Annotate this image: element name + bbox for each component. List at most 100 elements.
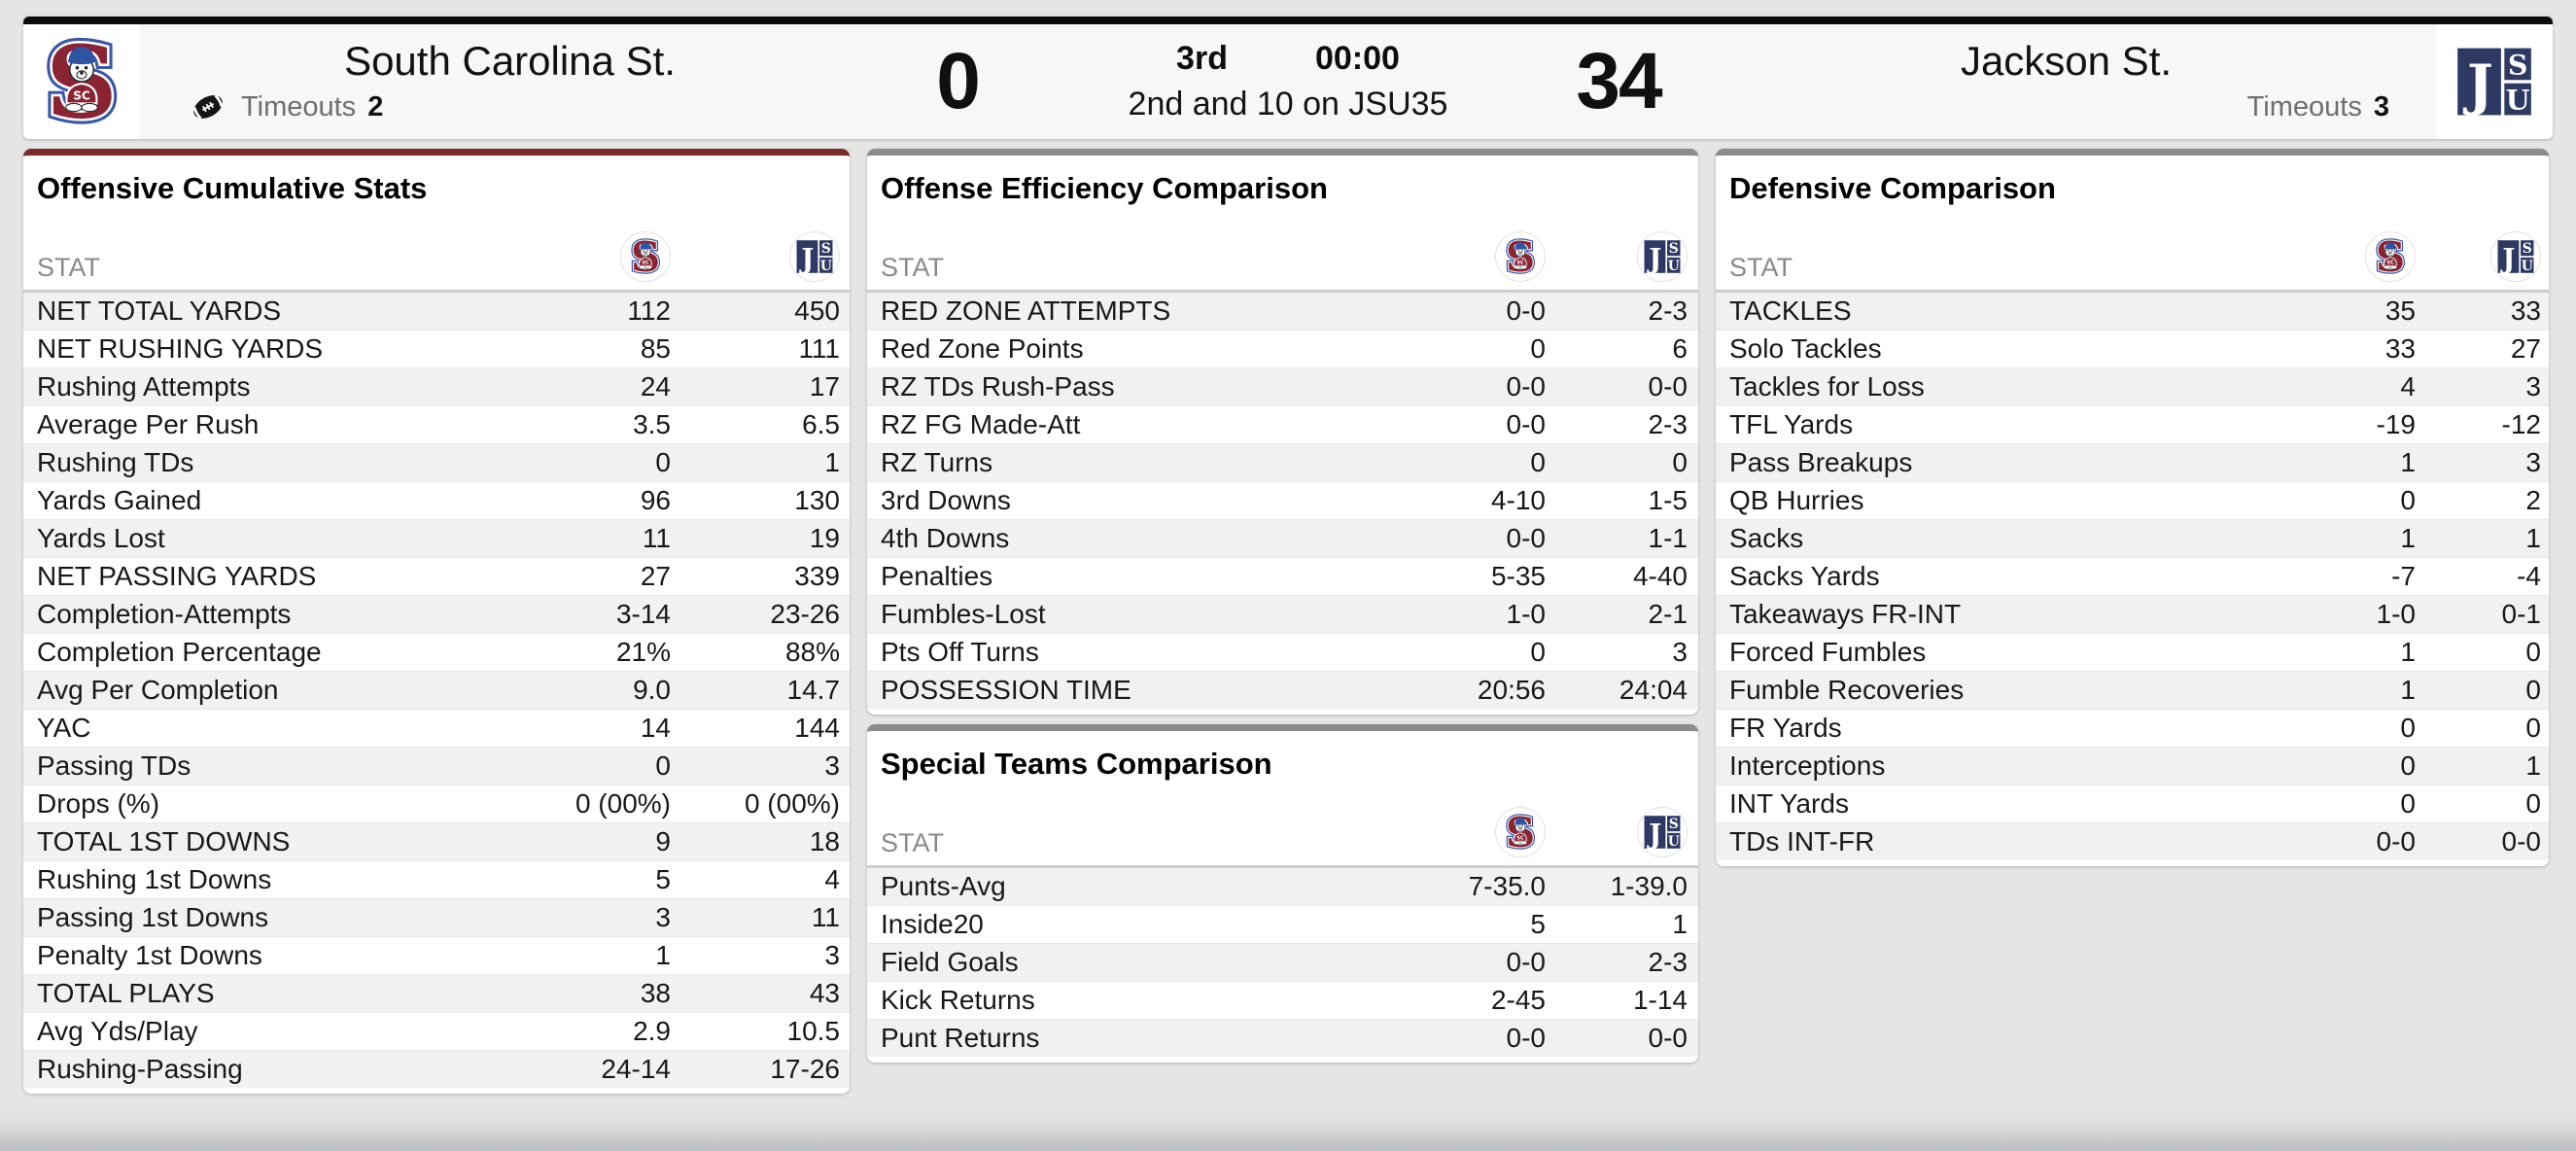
stat-label: Avg Per Completion xyxy=(37,675,279,705)
stat-label: Pass Breakups xyxy=(1729,447,1913,477)
away-team-logo-icon xyxy=(1495,231,1546,282)
stat-label: Penalty 1st Downs xyxy=(37,940,262,970)
table-row: 3rd Downs 4-10 1-5 xyxy=(867,481,1698,519)
stat-value-away: 0 xyxy=(1530,447,1546,477)
stat-value-away: 20:56 xyxy=(1477,675,1546,705)
table-row: RZ Turns 0 0 xyxy=(867,443,1698,481)
stat-value-away: 1 xyxy=(2400,447,2416,477)
stat-label: Forced Fumbles xyxy=(1729,637,1927,667)
home-team-logo-box xyxy=(2436,24,2553,139)
panel-defensive-comparison: Defensive Comparison STAT TACKLES 35 33 xyxy=(1716,149,2549,866)
table-row: Avg Per Completion 9.0 14.7 xyxy=(23,671,850,709)
table-header: STAT xyxy=(867,206,1698,293)
stat-label: RZ TDs Rush-Pass xyxy=(881,371,1115,401)
table-row: Interceptions 0 1 xyxy=(1716,747,2549,785)
stat-value-home: 3 xyxy=(1672,637,1688,667)
table-row: Inside20 5 1 xyxy=(867,905,1698,943)
stat-value-home: 18 xyxy=(809,826,840,856)
down-and-distance: 2nd and 10 on JSU35 xyxy=(1128,86,1448,122)
stat-value-away: 0-0 xyxy=(2376,826,2416,856)
stat-value-home: 0 (00%) xyxy=(744,788,840,819)
panel-offensive-cumulative-stats: Offensive Cumulative Stats STAT NET TOTA… xyxy=(23,149,850,1094)
stat-value-away: 2-45 xyxy=(1490,985,1546,1015)
stat-label: TACKLES xyxy=(1729,296,1852,326)
stat-label: Tackles for Loss xyxy=(1729,371,1925,401)
table-row: 4th Downs 0-0 1-1 xyxy=(867,519,1698,557)
stat-value-home: 17 xyxy=(809,371,840,401)
stat-value-away: 5-35 xyxy=(1490,561,1546,591)
stats-table: RED ZONE ATTEMPTS 0-0 2-3 Red Zone Point… xyxy=(867,293,1698,715)
table-row: Punt Returns 0-0 0-0 xyxy=(867,1019,1698,1057)
table-row: RZ TDs Rush-Pass 0-0 0-0 xyxy=(867,367,1698,405)
stat-label: TOTAL 1ST DOWNS xyxy=(37,826,291,856)
stat-value-home: 450 xyxy=(794,296,840,326)
stat-value-home: 0 xyxy=(2525,788,2541,819)
table-row: Rushing-Passing 24-14 17-26 xyxy=(23,1050,850,1088)
quarter: 3rd xyxy=(1176,40,1228,77)
table-row: Tackles for Loss 4 3 xyxy=(1716,367,2549,405)
table-row: TDs INT-FR 0-0 0-0 xyxy=(1716,822,2549,860)
table-row: Fumbles-Lost 1-0 2-1 xyxy=(867,595,1698,633)
stat-value-home: 1-39.0 xyxy=(1610,871,1688,901)
away-team-block: South Carolina St. Timeouts 2 xyxy=(140,24,880,139)
stat-label: Sacks Yards xyxy=(1729,561,1880,591)
stat-value-home: 0 xyxy=(2525,675,2541,705)
stat-value-away: 4-10 xyxy=(1490,485,1546,515)
stat-value-away: 0 xyxy=(655,447,671,477)
table-row: Rushing TDs 0 1 xyxy=(23,443,850,481)
table-row: POSSESSION TIME 20:56 24:04 xyxy=(867,671,1698,709)
stat-value-away: 0 xyxy=(1530,637,1546,667)
table-row: Completion Percentage 21% 88% xyxy=(23,633,850,671)
table-row: Red Zone Points 0 6 xyxy=(867,330,1698,367)
panel-special-teams-comparison: Special Teams Comparison STAT Punts-Avg … xyxy=(867,724,1698,1063)
stat-value-away: 1 xyxy=(2400,637,2416,667)
table-row: NET PASSING YARDS 27 339 xyxy=(23,557,850,595)
table-row: Pts Off Turns 0 3 xyxy=(867,633,1698,671)
stat-value-home: 1-1 xyxy=(1648,523,1688,553)
stat-value-home: 10.5 xyxy=(786,1016,841,1046)
right-column: Defensive Comparison STAT TACKLES 35 33 xyxy=(1716,149,2549,866)
panel-title: Special Teams Comparison xyxy=(881,747,1272,781)
home-timeouts-count: 3 xyxy=(2373,90,2389,122)
stat-label: Passing 1st Downs xyxy=(37,902,269,932)
stat-value-away: -7 xyxy=(2391,561,2416,591)
stat-value-home: -4 xyxy=(2517,561,2541,591)
table-row: Rushing 1st Downs 5 4 xyxy=(23,860,850,898)
table-header: STAT xyxy=(867,782,1698,868)
stat-label: Solo Tackles xyxy=(1729,333,1882,364)
table-row: Fumble Recoveries 1 0 xyxy=(1716,671,2549,709)
home-timeouts-row: Timeouts 3 xyxy=(1696,86,2389,128)
stat-value-home: 2 xyxy=(2525,485,2541,515)
stats-table: Punts-Avg 7-35.0 1-39.0 Inside20 5 1 Fie… xyxy=(867,868,1698,1063)
stat-column-header: STAT xyxy=(881,828,944,857)
stat-value-away: 24 xyxy=(640,371,671,401)
table-row: Field Goals 0-0 2-3 xyxy=(867,943,1698,981)
table-row: Avg Yds/Play 2.9 10.5 xyxy=(23,1012,850,1050)
stat-value-away: 0 xyxy=(2400,485,2416,515)
south-carolina-state-logo xyxy=(32,32,131,131)
stat-column-header: STAT xyxy=(37,253,100,282)
stat-value-away: 2.9 xyxy=(633,1016,671,1046)
table-row: Sacks 1 1 xyxy=(1716,519,2549,557)
stat-label: Rushing 1st Downs xyxy=(37,864,272,894)
stat-label: Penalties xyxy=(881,561,993,591)
stat-column-header: STAT xyxy=(1729,253,1793,282)
stat-label: 4th Downs xyxy=(881,523,1010,553)
stat-label: Yards Lost xyxy=(37,523,165,553)
panel-offense-efficiency-comparison: Offense Efficiency Comparison STAT RED Z… xyxy=(867,149,1698,715)
stat-value-home: 6 xyxy=(1672,333,1688,364)
stat-value-home: 3 xyxy=(824,940,840,970)
stat-label: Takeaways FR-INT xyxy=(1729,599,1962,629)
stat-value-home: 1 xyxy=(824,447,840,477)
panel-title: Defensive Comparison xyxy=(1729,171,2056,205)
stat-value-away: 1-0 xyxy=(2376,599,2416,629)
home-team-logo-icon xyxy=(1637,807,1688,857)
stat-label: Rushing Attempts xyxy=(37,371,251,401)
table-row: NET TOTAL YARDS 112 450 xyxy=(23,293,850,330)
stat-value-away: 1 xyxy=(2400,523,2416,553)
stat-value-home: 11 xyxy=(811,902,840,932)
stat-value-home: 144 xyxy=(794,713,840,743)
table-row: TFL Yards -19 -12 xyxy=(1716,405,2549,443)
stat-value-away: 0 (00%) xyxy=(574,788,671,819)
table-row: FR Yards 0 0 xyxy=(1716,709,2549,747)
